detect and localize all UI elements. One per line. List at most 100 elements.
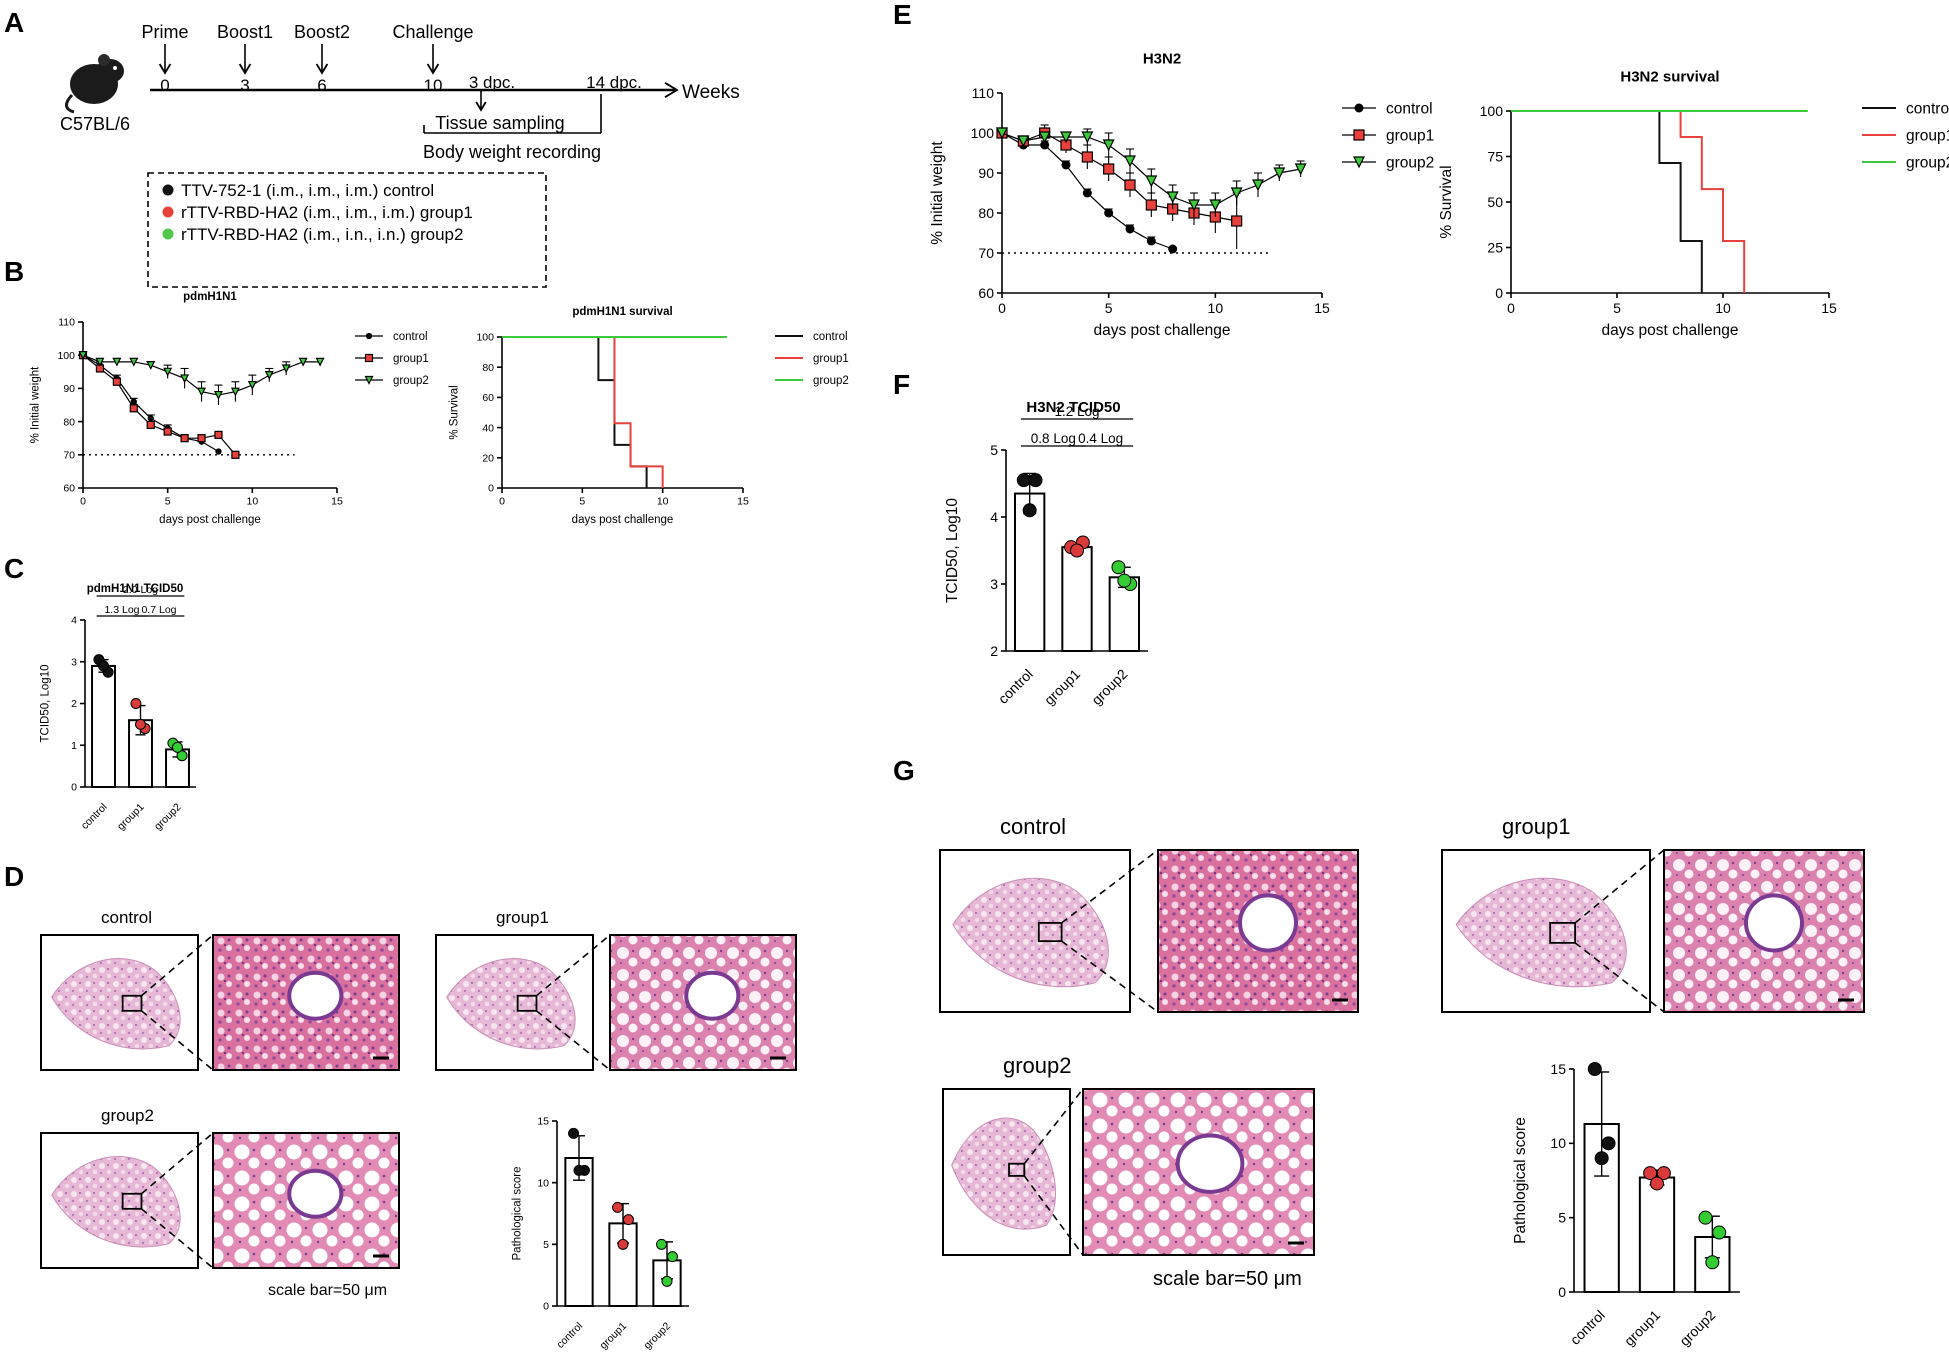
timeline-event-arrowhead [426,63,440,75]
y-axis-label: % Initial weight [929,141,946,245]
data-point [129,404,138,413]
histology-group2: group2 [942,1053,1315,1256]
y-axis-label: Pathological score [512,1167,524,1261]
data-point [98,660,109,672]
y-tick-label: 0 [1495,285,1503,301]
series-control [1511,110,1703,293]
legend-marker [364,375,374,385]
x-category-label: group2 [1088,666,1130,708]
timeline-event-prime: Prime [141,22,188,42]
x-category-label: group2 [152,801,184,833]
timeline-event-arrowhead [315,63,329,75]
x-category-label: control [554,1320,585,1351]
panel-letter-d: D [4,861,24,892]
data-point [1698,1210,1713,1225]
data-point [573,1164,585,1176]
data-point [230,387,240,397]
data-point [176,750,188,762]
zoom-region-box [1549,922,1577,944]
y-tick-label: 110 [58,317,75,329]
series-group1 [502,336,664,488]
y-tick-label: 4 [990,509,998,525]
data-point [1188,199,1200,212]
x-tick-label: 0 [998,300,1006,316]
zoom-region-box [516,994,538,1012]
x-tick-label: 10 [1715,300,1731,316]
y-tick-label: 0 [543,1301,549,1313]
data-point [666,1251,678,1263]
y-tick-label: 2 [990,643,998,659]
y-tick-label: 3 [71,656,77,668]
data-point [1145,175,1158,188]
series-control [502,336,648,488]
legend-label: group2 [1906,154,1949,171]
timeline-axis-label: Weeks [682,82,740,103]
chart-E-weight: H3N2 60 70 80 90 100 110 0 5 10 15 days post challe… [929,50,1434,339]
data-point [1166,191,1179,204]
legend-dot [162,228,174,240]
y-tick-label: 10 [1550,1135,1566,1151]
legend-label: group2 [393,375,429,387]
data-point [1705,1255,1720,1270]
zoom-region-box [1037,922,1063,943]
chart-title: H3N2 survival [1620,68,1719,85]
data-point [1017,135,1030,148]
bar-group1 [1638,1176,1676,1293]
data-point [661,1275,673,1287]
legend-label: group1 [1906,127,1949,144]
y-tick-label: 70 [978,245,994,261]
histology-group2: group2 [40,1106,400,1269]
data-point [264,371,274,380]
histology-label: group1 [496,908,549,927]
comparison-label: 1.3 Log [104,604,139,616]
histology-label: group2 [1003,1053,1072,1078]
chart-D-score: 0 5 10 15 Pathological score control group1 gro… [512,1116,689,1352]
legend-entry: rTTV-RBD-HA2 (i.m., i.n., i.n.) group2 [181,225,463,244]
legend-label: group1 [813,353,849,365]
y-axis-label: TCID50, Log10 [944,498,961,603]
data-point [1117,573,1132,588]
bodyweight-label: Body weight recording [423,142,601,162]
data-point [1587,1062,1602,1076]
data-point [247,380,257,390]
tissue-arrowhead [475,101,487,112]
y-tick-label: 5 [990,442,998,458]
zoom-region-box [121,994,143,1012]
data-point [1081,131,1094,144]
y-tick-label: 75 [1487,148,1503,164]
data-point [129,357,139,367]
comparison-label: 2.0 Log [123,584,158,596]
mouse-tail [65,93,75,114]
zoom-guide [140,1132,214,1195]
x-category-label: group1 [1041,666,1083,708]
tissue-sampling-label: Tissue sampling [435,113,564,133]
chart-title: pdmH1N1 survival [572,306,672,318]
panel-letter-e: E [893,0,912,30]
x-category-label: group2 [1676,1307,1718,1349]
chart-B-weight: pdmH1N1 60 70 80 90 100 110 0 5 10 15 days post cha… [30,291,429,526]
histology-group1: group1 [435,908,797,1071]
zoom-guide [1023,1175,1084,1256]
y-tick-label: 0 [71,782,77,794]
data-point [180,434,189,443]
y-tick-label: 25 [1487,239,1503,255]
x-axis-label: days post challenge [159,514,261,526]
bronchiole [1744,893,1804,953]
timeline-arrowhead [664,82,679,98]
histology-group1: group1 [1441,814,1865,1013]
zoom-guide [140,1010,214,1071]
panel-a-timeline: C57BL/6 Weeks Prime 0 Boost1 3 Boost2 6 Challeng… [60,22,740,288]
data-point [215,448,222,455]
data-point [146,361,156,371]
timeline-event-boost2: Boost2 [294,22,350,42]
y-tick-label: 50 [1487,194,1503,210]
timeline-event-arrowhead [158,63,172,75]
timeline-week-label: 0 [160,76,169,95]
data-point [78,351,88,361]
lung-lobe [1455,877,1627,988]
timeline-event-arrowhead [238,63,252,75]
data-point [281,364,291,374]
data-point [1656,1166,1671,1181]
zoom-region-box [1008,1162,1026,1177]
bar-control [564,1157,594,1307]
